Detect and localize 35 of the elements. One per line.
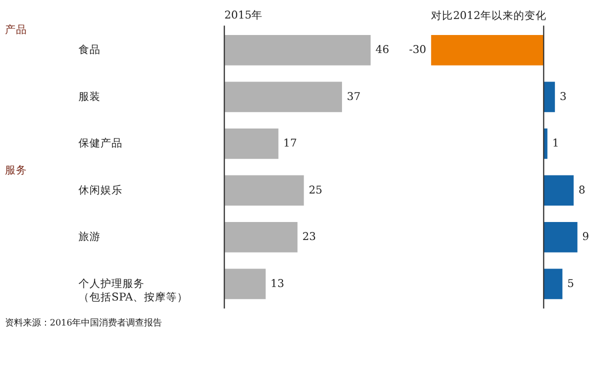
text: 资料来源：2016年中国消费者调查报告 <box>4 318 162 329</box>
data-label: 13 <box>270 276 284 290</box>
data-label: 9 <box>582 230 590 244</box>
chart-title: 2015年 <box>224 8 263 22</box>
data-label: 23 <box>302 230 316 244</box>
bar <box>224 34 371 66</box>
data-label: 46 <box>376 43 390 56</box>
text: 产品 <box>4 23 27 36</box>
y-tick-label: 服装 <box>78 90 101 103</box>
data-label: 3 <box>560 90 567 103</box>
y-tick-label: 保健产品 <box>78 136 123 150</box>
bar <box>544 128 548 159</box>
bar <box>224 268 266 300</box>
bar <box>544 268 562 300</box>
data-label: 25 <box>308 183 322 196</box>
bar <box>224 222 298 252</box>
y-tick-label: 个人护理服务（包括SPA、按摩等） <box>78 276 188 304</box>
data-label: 37 <box>346 90 361 103</box>
data-label: 8 <box>578 183 586 196</box>
data-label: 17 <box>283 136 298 150</box>
y-tick-label: 旅游 <box>78 230 101 244</box>
bar <box>544 82 555 112</box>
y-tick-label: 食品 <box>78 43 101 56</box>
y-tick-label: 休闲娱乐 <box>78 183 123 196</box>
data-label: -30 <box>408 43 426 56</box>
chart-title: 对比2012年以来的变化 <box>431 9 546 22</box>
data-label: 5 <box>567 276 574 290</box>
bar <box>224 175 304 206</box>
bar <box>431 34 544 66</box>
bar <box>544 175 574 206</box>
bar <box>224 82 342 112</box>
data-label: 1 <box>552 136 560 150</box>
text: 服务 <box>4 163 27 176</box>
bar <box>224 128 278 159</box>
bar <box>544 222 578 252</box>
